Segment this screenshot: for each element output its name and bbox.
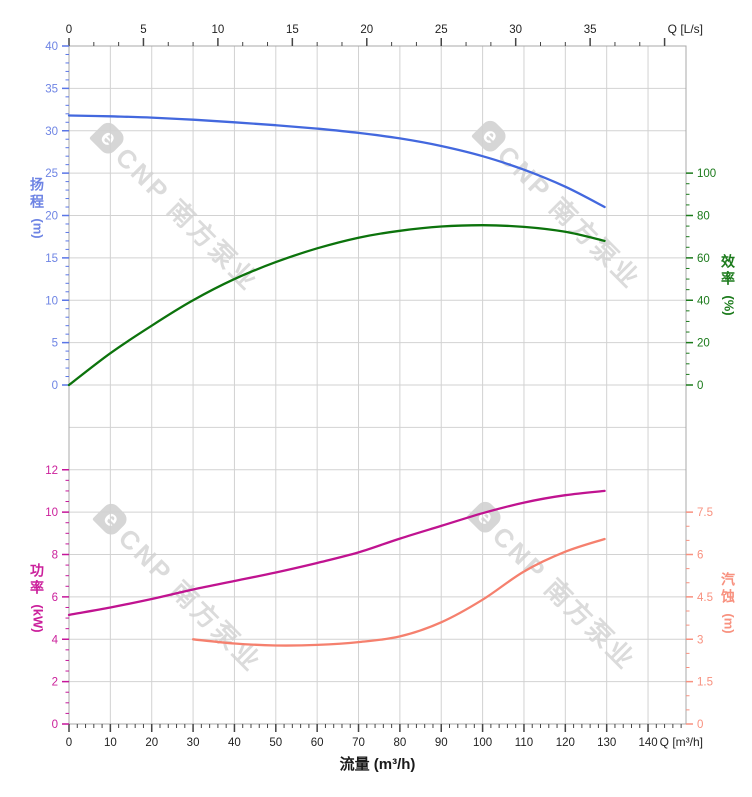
svg-text:110: 110 [515, 737, 533, 749]
npsh-curve [191, 537, 606, 647]
bottom-axis-ticks: 0 10 20 30 40 50 60 70 80 90 100 110 120 130 140 Q [m³/… [66, 724, 703, 773]
svg-text:70: 70 [352, 737, 365, 749]
svg-text:0: 0 [52, 380, 58, 392]
svg-text:5: 5 [52, 338, 58, 350]
efficiency-axis-title: 效率 (%) [720, 254, 736, 315]
svg-text:15: 15 [45, 253, 58, 265]
svg-text:60: 60 [697, 253, 710, 265]
power-axis-title-text: 功率 [29, 563, 46, 598]
svg-text:4: 4 [52, 634, 59, 646]
svg-text:10: 10 [45, 507, 58, 519]
power-axis-title: 功率 (kW) [29, 563, 45, 632]
svg-text:7.5: 7.5 [697, 507, 713, 519]
svg-text:Q [m³/h]: Q [m³/h] [660, 735, 703, 749]
svg-text:25: 25 [45, 168, 58, 180]
svg-text:20: 20 [45, 211, 58, 223]
svg-text:130: 130 [597, 737, 616, 749]
svg-text:15: 15 [286, 24, 299, 36]
svg-text:6: 6 [52, 592, 58, 604]
power-axis-ticks: 12 10 8 6 4 2 0 [45, 465, 69, 731]
svg-text:35: 35 [584, 24, 597, 36]
head-axis-unit: (m) [30, 218, 46, 239]
efficiency-axis-unit: (%) [721, 295, 737, 316]
svg-text:0: 0 [66, 24, 72, 36]
svg-text:30: 30 [509, 24, 522, 36]
grid-lines [68, 45, 687, 725]
svg-text:0: 0 [697, 719, 703, 731]
svg-text:30: 30 [45, 126, 58, 138]
efficiency-curve [67, 224, 606, 387]
svg-text:40: 40 [697, 295, 710, 307]
svg-text:60: 60 [311, 737, 324, 749]
svg-text:3: 3 [697, 634, 703, 646]
svg-text:10: 10 [211, 24, 224, 36]
svg-text:100: 100 [473, 737, 492, 749]
svg-text:12: 12 [45, 465, 58, 477]
svg-text:30: 30 [187, 737, 200, 749]
head-axis-ticks: 40 35 30 25 20 15 10 5 0 [45, 41, 69, 392]
svg-text:20: 20 [360, 24, 373, 36]
svg-text:90: 90 [435, 737, 448, 749]
svg-text:120: 120 [556, 737, 575, 749]
svg-text:40: 40 [228, 737, 241, 749]
svg-text:流量 (m³/h): 流量 (m³/h) [340, 755, 416, 773]
svg-text:4.5: 4.5 [697, 592, 713, 604]
npsh-axis-title-text: 汽蚀 [720, 572, 737, 607]
top-axis-ticks: 0 5 10 15 20 25 30 35 Q [L/s] [66, 22, 703, 46]
svg-text:10: 10 [45, 295, 58, 307]
npsh-axis-unit: (m) [721, 613, 737, 634]
svg-text:80: 80 [697, 211, 710, 223]
efficiency-axis-ticks: 100 80 60 40 20 0 [686, 168, 716, 392]
head-axis-title: 扬程 (m) [29, 177, 45, 238]
head-curve [67, 114, 606, 209]
power-axis-unit: (kW) [30, 604, 46, 633]
svg-text:100: 100 [697, 168, 716, 180]
power-curve [67, 489, 606, 617]
svg-text:Q [L/s]: Q [L/s] [668, 22, 703, 36]
svg-text:6: 6 [697, 550, 703, 562]
svg-text:0: 0 [697, 380, 703, 392]
head-axis-title-text: 扬程 [29, 177, 46, 212]
npsh-axis-ticks: 7.5 6 4.5 3 1.5 0 [686, 507, 713, 731]
svg-text:80: 80 [393, 737, 406, 749]
svg-text:25: 25 [435, 24, 448, 36]
svg-text:5: 5 [140, 24, 146, 36]
svg-text:40: 40 [45, 41, 58, 53]
npsh-axis-title: 汽蚀 (m) [720, 572, 736, 633]
svg-text:140: 140 [638, 737, 657, 749]
svg-text:2: 2 [52, 677, 58, 689]
svg-text:0: 0 [52, 719, 58, 731]
svg-text:50: 50 [269, 737, 282, 749]
svg-text:35: 35 [45, 83, 58, 95]
efficiency-axis-title-text: 效率 [720, 254, 737, 289]
svg-text:8: 8 [52, 550, 58, 562]
svg-text:20: 20 [145, 737, 158, 749]
svg-text:10: 10 [104, 737, 117, 749]
svg-text:20: 20 [697, 338, 710, 350]
svg-text:0: 0 [66, 737, 72, 749]
svg-text:1.5: 1.5 [697, 677, 713, 689]
